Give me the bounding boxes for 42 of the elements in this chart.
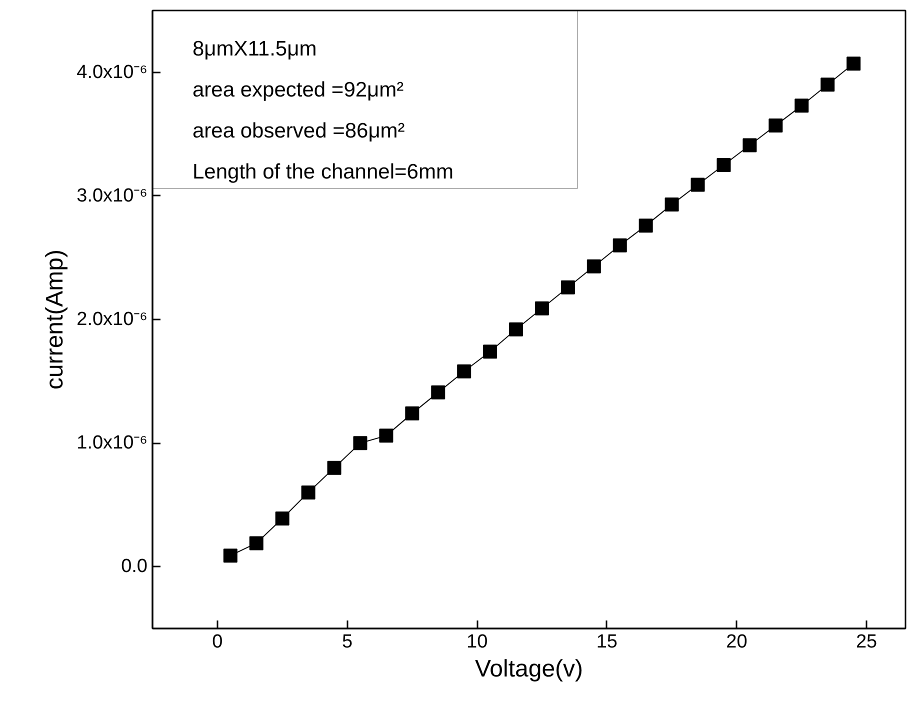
- y-tick-label: 3.0x10⁻⁶: [76, 185, 148, 206]
- point: [534, 301, 549, 316]
- point: [716, 158, 731, 172]
- x-axis-title: Voltage(v): [474, 656, 584, 682]
- x-tick-label: 15: [596, 632, 618, 652]
- point: [249, 536, 264, 550]
- x-tick-label: 5: [342, 632, 353, 652]
- point: [820, 78, 835, 92]
- point: [742, 138, 757, 152]
- point: [379, 428, 394, 443]
- point: [223, 548, 238, 563]
- point: [586, 259, 601, 274]
- annotation: 8μmX11.5μm: [192, 38, 317, 60]
- annotation: Length of the channel=6mm: [192, 160, 454, 184]
- point: [353, 436, 368, 450]
- point: [275, 511, 290, 526]
- y-tick-label: 1.0x10⁻⁶: [76, 432, 148, 454]
- point: [301, 486, 316, 500]
- point: [664, 198, 679, 212]
- point: [638, 218, 653, 233]
- x-tick-label: 25: [856, 632, 878, 652]
- point: [457, 364, 472, 378]
- x-tick-label: 20: [726, 632, 748, 652]
- point: [431, 385, 446, 400]
- point: [509, 322, 524, 336]
- point: [560, 280, 575, 294]
- y-tick-label: 0.0: [121, 556, 148, 578]
- point: [794, 98, 809, 113]
- y-tick-label: 2.0x10⁻⁶: [76, 309, 148, 330]
- point: [327, 460, 342, 475]
- annotation: area expected =92μm²: [192, 78, 404, 102]
- x-tick-label: 10: [466, 632, 488, 652]
- point: [612, 238, 627, 252]
- point: [768, 118, 783, 132]
- y-tick-label: 4.0x10⁻⁶: [76, 62, 148, 83]
- y-axis-title: current(Amp): [42, 249, 69, 390]
- x-tick-label: 0: [212, 632, 223, 652]
- point: [483, 344, 498, 359]
- point: [405, 406, 420, 420]
- annotation: area observed =86μm²: [192, 120, 405, 142]
- point: [690, 178, 705, 192]
- point: [846, 56, 861, 71]
